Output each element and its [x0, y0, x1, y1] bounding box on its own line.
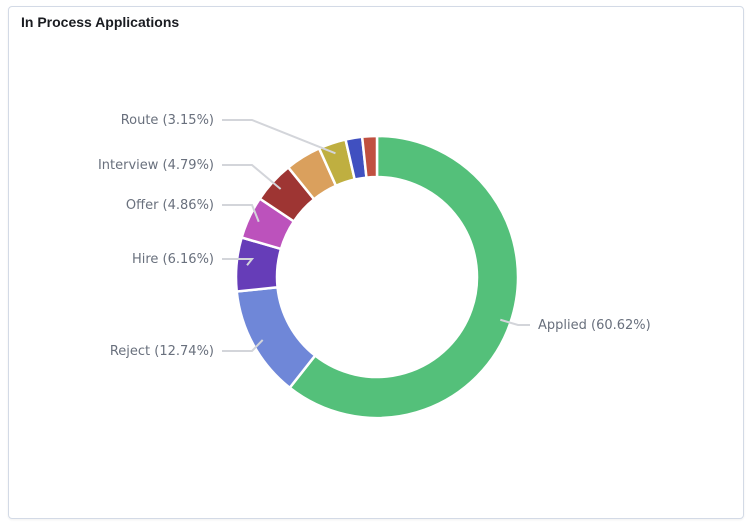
slice-label: Reject (12.74%)	[110, 344, 214, 359]
leader-line	[500, 318, 530, 326]
slice-label: Hire (6.16%)	[132, 252, 214, 267]
leader-line	[222, 204, 260, 223]
slice-applied[interactable]	[287, 134, 520, 420]
leader-line	[222, 119, 336, 155]
leader-line	[222, 164, 282, 190]
panel-title: In Process Applications	[21, 14, 180, 30]
slice-label: Applied (60.62%)	[538, 318, 651, 333]
slice-unlabeled-8[interactable]	[360, 134, 379, 179]
chart-panel: In Process Applications	[8, 6, 744, 519]
slice-label: Offer (4.86%)	[126, 198, 214, 213]
slice-label: Route (3.15%)	[121, 113, 214, 128]
leader-line	[222, 258, 255, 266]
leader-line	[222, 339, 264, 352]
slice-label: Interview (4.79%)	[98, 158, 214, 173]
